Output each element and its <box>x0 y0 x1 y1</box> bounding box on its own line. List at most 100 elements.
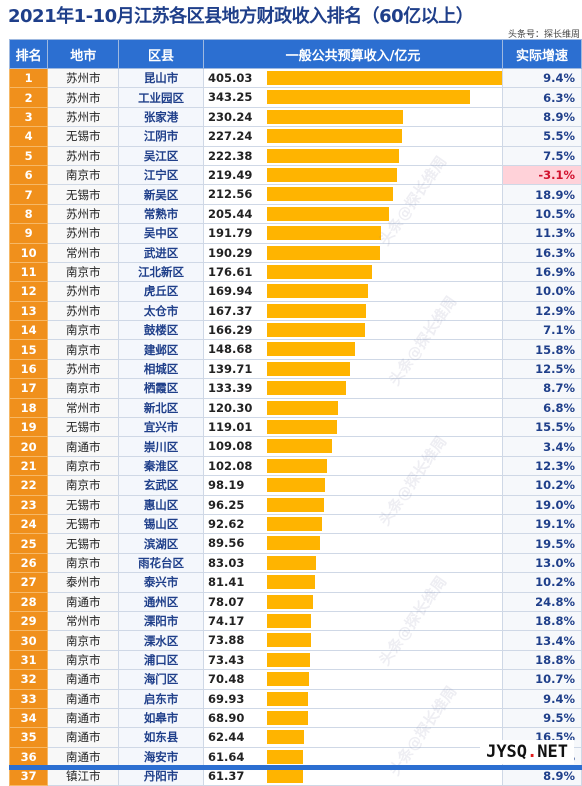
growth-cell: 10.5% <box>501 203 582 225</box>
revenue-bar <box>266 90 471 105</box>
revenue-value: 92.62 <box>207 516 245 531</box>
rank-cell: 31 <box>8 649 49 671</box>
revenue-bar <box>266 555 317 570</box>
table-row: 18 常州市 新北区 120.30 6.8% <box>8 397 582 419</box>
table-row: 7 无锡市 新吴区 212.56 18.9% <box>8 184 582 205</box>
revenue-cell: 343.25 <box>202 87 503 108</box>
growth-cell: 18.9% <box>501 184 582 205</box>
city-cell: 常州市 <box>47 242 120 263</box>
city-cell: 南京市 <box>47 649 120 671</box>
revenue-cell: 83.03 <box>202 552 503 574</box>
table-row: 20 南通市 崇川区 109.08 3.4% <box>8 436 582 457</box>
city-cell: 南通市 <box>47 669 120 690</box>
growth-cell: 12.5% <box>501 358 582 380</box>
revenue-bar <box>266 439 332 454</box>
district-cell: 秦淮区 <box>118 455 204 477</box>
revenue-cell: 102.08 <box>202 455 503 477</box>
logo-dot: . <box>527 742 538 762</box>
revenue-cell: 227.24 <box>202 126 503 147</box>
revenue-cell: 92.62 <box>202 513 503 535</box>
city-cell: 南通市 <box>47 591 120 612</box>
district-cell: 崇川区 <box>118 436 204 457</box>
district-cell: 新北区 <box>118 397 204 419</box>
district-cell: 浦口区 <box>118 649 204 671</box>
city-cell: 南通市 <box>47 436 120 457</box>
growth-cell: 19.0% <box>501 494 582 515</box>
city-cell: 苏州市 <box>47 145 120 166</box>
table-row: 25 无锡市 滨湖区 89.56 19.5% <box>8 533 582 554</box>
growth-cell: 13.4% <box>501 630 582 651</box>
rank-cell: 9 <box>8 223 49 244</box>
growth-cell: 10.7% <box>501 669 582 690</box>
revenue-cell: 405.03 <box>202 67 503 89</box>
revenue-bar <box>266 187 393 202</box>
city-cell: 南京市 <box>47 261 120 283</box>
district-cell: 溧水区 <box>118 630 204 651</box>
district-cell: 相城区 <box>118 358 204 380</box>
revenue-value: 70.48 <box>207 672 245 687</box>
table-row: 28 南通市 通州区 78.07 24.8% <box>8 591 582 612</box>
city-cell: 无锡市 <box>47 417 120 438</box>
revenue-value: 109.08 <box>207 439 253 454</box>
table-row: 10 常州市 武进区 190.29 16.3% <box>8 242 582 263</box>
revenue-value: 167.37 <box>207 303 253 318</box>
city-cell: 无锡市 <box>47 494 120 515</box>
revenue-cell: 120.30 <box>202 397 503 419</box>
city-cell: 苏州市 <box>47 223 120 244</box>
growth-cell: 16.9% <box>501 261 582 283</box>
table-row: 26 南京市 雨花台区 83.03 13.0% <box>8 552 582 574</box>
district-cell: 新吴区 <box>118 184 204 205</box>
growth-cell: 6.8% <box>501 397 582 419</box>
revenue-bar <box>266 633 311 648</box>
city-cell: 南京市 <box>47 164 120 186</box>
revenue-cell: 230.24 <box>202 106 503 128</box>
revenue-bar <box>266 381 346 396</box>
revenue-cell: 133.39 <box>202 378 503 399</box>
revenue-cell: 169.94 <box>202 281 503 302</box>
header-rank: 排名 <box>8 39 49 69</box>
rank-cell: 22 <box>8 475 49 496</box>
revenue-cell: 167.37 <box>202 300 503 322</box>
revenue-value: 212.56 <box>207 187 253 202</box>
revenue-bar <box>266 613 311 628</box>
revenue-bar <box>266 652 311 667</box>
revenue-cell: 119.01 <box>202 417 503 438</box>
rank-cell: 19 <box>8 417 49 438</box>
district-cell: 通州区 <box>118 591 204 612</box>
city-cell: 苏州市 <box>47 87 120 108</box>
city-cell: 南京市 <box>47 455 120 477</box>
revenue-value: 120.30 <box>207 400 253 415</box>
growth-cell: 16.3% <box>501 242 582 263</box>
table-row: 22 南京市 玄武区 98.19 10.2% <box>8 475 582 496</box>
city-cell: 苏州市 <box>47 281 120 302</box>
district-cell: 启东市 <box>118 688 204 709</box>
revenue-value: 148.68 <box>207 342 253 357</box>
bottom-bar <box>9 765 582 770</box>
district-cell: 鼓楼区 <box>118 320 204 341</box>
revenue-value: 61.64 <box>207 749 245 764</box>
revenue-bar <box>266 420 338 435</box>
rank-cell: 15 <box>8 339 49 360</box>
revenue-value: 227.24 <box>207 129 253 144</box>
revenue-bar <box>266 516 322 531</box>
table-row: 32 南通市 海门区 70.48 10.7% <box>8 669 582 690</box>
city-cell: 无锡市 <box>47 533 120 554</box>
district-cell: 江阴市 <box>118 126 204 147</box>
source-label: 头条号：探长维周 <box>507 30 580 40</box>
rank-cell: 8 <box>8 203 49 225</box>
growth-cell: 9.4% <box>501 67 582 89</box>
revenue-bar <box>266 400 339 415</box>
district-cell: 虎丘区 <box>118 281 204 302</box>
revenue-bar <box>266 575 316 590</box>
revenue-bar <box>266 691 309 706</box>
table-row: 30 南京市 溧水区 73.88 13.4% <box>8 630 582 651</box>
revenue-value: 176.61 <box>207 264 253 279</box>
revenue-cell: 68.90 <box>202 707 503 729</box>
revenue-value: 230.24 <box>207 109 253 124</box>
city-cell: 苏州市 <box>47 358 120 380</box>
city-cell: 苏州市 <box>47 67 120 89</box>
rank-cell: 7 <box>8 184 49 205</box>
revenue-value: 96.25 <box>207 497 245 512</box>
revenue-bar <box>266 730 304 745</box>
city-cell: 南京市 <box>47 630 120 651</box>
